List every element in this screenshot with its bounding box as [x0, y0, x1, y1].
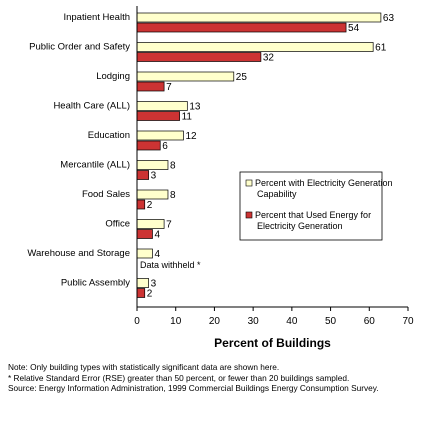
bar-capability-office [136, 219, 165, 229]
value-label-capability-public-order-and-safety: 61 [375, 43, 387, 54]
category-label-office: Office [105, 218, 130, 229]
bar-used-public-assembly [136, 288, 146, 298]
value-label-capability-lodging: 25 [236, 72, 248, 83]
legend-entry-used: Percent that Used Energy for Electricity … [255, 210, 371, 231]
value-label-used-mercantile-all: 3 [151, 171, 157, 182]
category-label-education: Education [88, 130, 130, 141]
bar-used-inpatient-health [136, 22, 347, 33]
x-tick-label-70: 70 [402, 316, 414, 327]
value-label-used-inpatient-health: 54 [348, 23, 360, 34]
category-label-mercantile-all: Mercantile (ALL) [60, 159, 130, 170]
bar-capability-warehouse-and-storage [136, 248, 153, 259]
note-rse: * Relative Standard Error (RSE) greater … [8, 372, 350, 383]
value-label-capability-warehouse-and-storage: 4 [154, 249, 160, 260]
bar-capability-inpatient-health [136, 12, 382, 23]
value-label-capability-public-assembly: 3 [151, 279, 157, 290]
legend: Percent with Electricity Generation Capab… [239, 171, 393, 241]
bar-used-mercantile-all [136, 170, 149, 180]
x-tick-label-60: 60 [364, 316, 376, 327]
bar-used-lodging [136, 81, 165, 92]
bar-used-health-care-all [136, 111, 180, 121]
value-label-used-education: 6 [162, 141, 168, 152]
bar-capability-public-assembly [136, 278, 149, 288]
bar-used-food-sales [136, 199, 146, 210]
category-label-lodging: Lodging [96, 71, 130, 82]
chart-notes: Note: Only building types with statistic… [8, 362, 420, 394]
bar-capability-health-care-all [136, 101, 188, 111]
bar-capability-public-order-and-safety [136, 42, 374, 52]
x-tick-label-30: 30 [248, 316, 260, 327]
legend-entry-capability: Percent with Electricity Generation Capab… [255, 178, 393, 199]
value-label-used-lodging: 7 [166, 82, 172, 93]
category-label-public-order-and-safety: Public Order and Safety [29, 41, 130, 52]
value-label-capability-office: 7 [166, 220, 172, 231]
bar-used-education [136, 140, 161, 151]
value-label-used-public-order-and-safety: 32 [263, 53, 275, 64]
x-axis-title: Percent of Buildings [214, 336, 331, 350]
bar-capability-education [136, 130, 184, 141]
category-label-inpatient-health: Inpatient Health [63, 12, 130, 23]
category-label-health-care-all: Health Care (ALL) [53, 100, 130, 111]
legend-swatch-capability [245, 179, 253, 187]
bar-capability-lodging [136, 71, 235, 82]
note-source: Source: Energy Information Administratio… [8, 383, 379, 394]
x-tick-label-10: 10 [170, 316, 182, 327]
value-label-used-food-sales: 2 [147, 200, 153, 211]
value-label-capability-health-care-all: 13 [189, 102, 201, 113]
x-axis-ticks: 0 10 20 30 40 50 60 70 [134, 307, 414, 327]
x-tick-label-50: 50 [325, 316, 337, 327]
note-significance: Note: Only building types with statistic… [8, 362, 280, 372]
value-label-used-public-assembly: 2 [147, 289, 153, 300]
value-label-used-office: 4 [154, 230, 160, 241]
value-label-capability-education: 12 [185, 131, 197, 142]
category-label-warehouse-and-storage: Warehouse and Storage [27, 248, 130, 259]
bar-capability-mercantile-all [136, 160, 169, 170]
annotation-data-withheld: Data withheld * [140, 260, 201, 270]
bar-used-office [136, 229, 153, 239]
legend-box [239, 171, 383, 241]
value-label-used-health-care-all: 11 [182, 112, 193, 123]
bar-used-public-order-and-safety [136, 52, 262, 62]
value-label-capability-food-sales: 8 [170, 190, 176, 201]
bar-capability-food-sales [136, 189, 169, 200]
legend-swatch-used [245, 211, 253, 219]
value-label-capability-inpatient-health: 63 [383, 13, 395, 24]
x-tick-label-20: 20 [209, 316, 221, 327]
category-label-food-sales: Food Sales [82, 189, 130, 200]
x-tick-label-40: 40 [286, 316, 298, 327]
category-labels: Inpatient Health Public Order and Safety L… [27, 12, 130, 289]
value-label-capability-mercantile-all: 8 [170, 161, 176, 172]
x-tick-label-0: 0 [134, 316, 140, 327]
category-label-public-assembly: Public Assembly [61, 277, 130, 288]
